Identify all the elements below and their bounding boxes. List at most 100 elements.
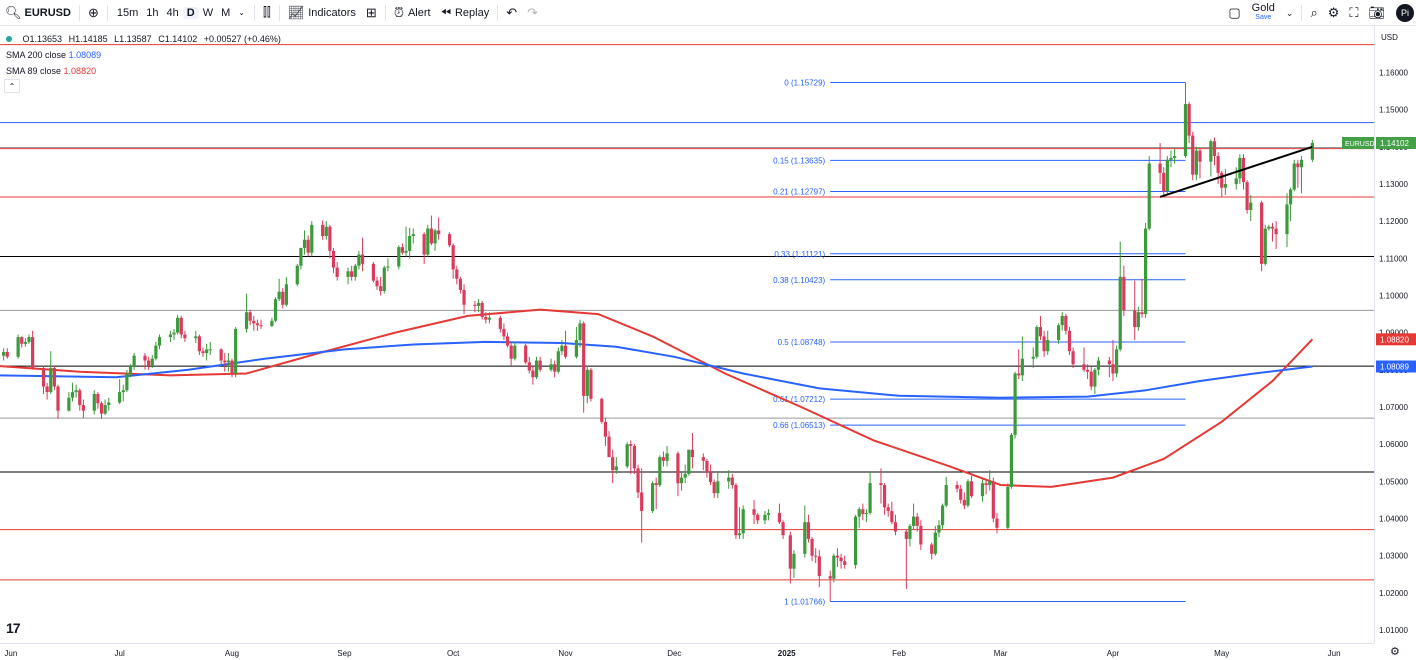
- sma200-legend[interactable]: SMA 200 close 1.08089: [6, 47, 285, 63]
- candle-body: [121, 390, 125, 393]
- alert-label: Alert: [407, 6, 431, 19]
- templates-button[interactable]: ⊞: [361, 0, 382, 26]
- fib-level-label: 0.5 (1.08748): [778, 338, 826, 347]
- candle-body: [690, 449, 695, 458]
- symbol-price-tag: [1342, 137, 1374, 150]
- layout-menu[interactable]: ⌄: [1281, 0, 1299, 26]
- price-tick-label: 1.12000: [1379, 217, 1408, 226]
- chart-type-button[interactable]: ⫿⫿: [258, 0, 276, 26]
- candle-body: [379, 286, 383, 292]
- camera-icon: 📷︎: [1368, 5, 1385, 20]
- redo-icon: ↷: [527, 4, 539, 20]
- candle-body: [447, 234, 452, 246]
- candle-body: [549, 364, 553, 370]
- snapshot-button[interactable]: 📷︎: [1363, 0, 1390, 26]
- time-tick-label: Dec: [667, 649, 681, 658]
- currency-label[interactable]: USD: [1381, 33, 1398, 42]
- timeframe-group: 15m 1h 4h D W M ⌄: [111, 0, 251, 26]
- candle-body: [183, 334, 187, 339]
- sma89-legend[interactable]: SMA 89 close 1.08820: [6, 63, 285, 79]
- candle-body: [705, 460, 709, 473]
- indicators-button[interactable]: 📈︎ Indicators: [283, 0, 361, 26]
- candle-body: [665, 453, 669, 461]
- candle-body: [882, 485, 887, 508]
- layout-save-status: Save: [1255, 14, 1272, 21]
- symbol-search[interactable]: 🔍︎ EURUSD: [0, 0, 76, 26]
- price-axis[interactable]: 1.160001.150001.140001.130001.120001.110…: [1374, 26, 1416, 643]
- divider: [1301, 5, 1303, 21]
- avatar[interactable]: Pi: [1396, 4, 1414, 22]
- candle-body: [277, 291, 281, 300]
- sma200-value: 1.08089: [68, 50, 102, 60]
- chevron-down-icon[interactable]: ⌄: [238, 8, 245, 17]
- candle-body: [1158, 163, 1162, 173]
- candle-body: [408, 236, 412, 251]
- candle-body: [1020, 358, 1024, 376]
- candle-body: [585, 369, 589, 396]
- layout-name-button[interactable]: Gold Save: [1252, 3, 1275, 23]
- timeframe-4h[interactable]: 4h: [166, 6, 179, 19]
- candle-body: [259, 325, 263, 327]
- candle-body: [433, 230, 437, 244]
- candle-body: [1191, 135, 1195, 175]
- gear-icon: ⚙: [1327, 5, 1340, 20]
- timeframe-d[interactable]: D: [182, 6, 199, 19]
- candle-body: [1212, 141, 1217, 157]
- candle-body: [226, 360, 230, 363]
- candle-body: [1071, 351, 1075, 365]
- axis-settings-icon[interactable]: ⚙: [1390, 646, 1400, 658]
- candle-body: [357, 254, 361, 266]
- candle-body: [56, 386, 60, 411]
- candle-body: [49, 367, 53, 393]
- timeframe-15m[interactable]: 15m: [116, 6, 139, 19]
- timeframe-1h[interactable]: 1h: [146, 6, 159, 19]
- price-chart[interactable]: 0 (1.15729) 0.15 (1.13635) 0.21 (1.12797) 0…: [0, 26, 1374, 643]
- sma-price-tag: [1376, 360, 1416, 373]
- redo-button[interactable]: ↷: [522, 0, 543, 26]
- candle-body: [1220, 172, 1224, 188]
- candle-body: [31, 337, 35, 368]
- quick-search-button[interactable]: ⌕: [1305, 0, 1322, 26]
- price-tick-label: 1.10000: [1379, 291, 1408, 300]
- replay-button[interactable]: ⏪︎ Replay: [436, 0, 495, 26]
- candle-body: [5, 351, 9, 357]
- alert-button[interactable]: ⏰︎ Alert: [389, 0, 436, 26]
- candle-body: [208, 349, 212, 351]
- undo-button[interactable]: ↶: [501, 0, 522, 26]
- candle-body: [487, 317, 492, 320]
- legend-collapse-button[interactable]: ⌃: [4, 79, 20, 93]
- settings-button[interactable]: ⚙: [1323, 0, 1345, 26]
- candle-body: [179, 317, 183, 335]
- divider: [254, 4, 255, 21]
- layout-toggle[interactable]: ▢: [1223, 0, 1245, 26]
- candle-body: [861, 509, 865, 515]
- candle-body: [328, 226, 332, 251]
- candle-body: [1165, 159, 1169, 192]
- candle-body: [988, 481, 992, 486]
- fullscreen-button[interactable]: ⛶: [1344, 0, 1363, 26]
- candle-body: [1285, 204, 1289, 235]
- candle-body: [658, 457, 662, 486]
- candle-body: [386, 266, 390, 268]
- candle-body: [1089, 371, 1093, 387]
- timeframe-w[interactable]: W: [202, 6, 214, 19]
- candle-body: [397, 247, 401, 267]
- divider: [497, 4, 499, 21]
- candle-body: [835, 555, 840, 558]
- candle-body: [125, 373, 129, 391]
- tradingview-logo[interactable]: 17: [6, 620, 21, 636]
- candle-body: [360, 254, 365, 264]
- candle-body: [574, 340, 579, 357]
- candle-body: [716, 481, 720, 494]
- sma200-label: SMA 200 close: [6, 50, 67, 60]
- chevron-down-icon: ⌄: [1285, 7, 1294, 18]
- timeframe-m[interactable]: M: [221, 6, 231, 19]
- compare-button[interactable]: ⊕: [83, 0, 104, 26]
- candle-body: [1144, 228, 1148, 315]
- candle-body: [589, 369, 593, 399]
- time-axis[interactable]: Jun Jul Aug Sep Oct Nov Dec 2025 Feb Mar Apr May Jun: [0, 643, 1374, 660]
- candle-body: [1260, 202, 1264, 264]
- candle-body: [730, 477, 734, 486]
- fib-level-label: 0.66 (1.06513): [773, 421, 825, 430]
- candle-body: [904, 531, 908, 539]
